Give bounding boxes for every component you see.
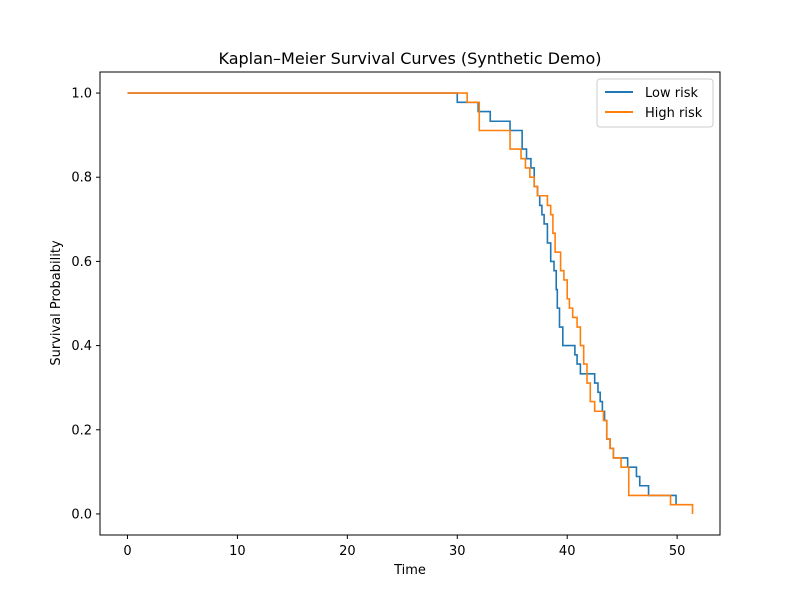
y-tick-label: 0.2 xyxy=(71,423,92,438)
x-axis-ticks: 0 10 20 30 40 50 xyxy=(123,535,685,559)
y-axis-ticks: 0.0 0.2 0.4 0.6 0.8 1.0 xyxy=(71,87,100,522)
chart-title: Kaplan–Meier Survival Curves (Synthetic … xyxy=(218,49,601,68)
x-tick-label: 0 xyxy=(123,544,131,559)
x-tick-label: 30 xyxy=(449,544,466,559)
legend-label-low-risk: Low risk xyxy=(645,86,698,101)
series-line-high-risk xyxy=(127,92,694,514)
y-tick-label: 0.4 xyxy=(71,339,92,354)
x-tick-label: 20 xyxy=(339,544,356,559)
legend: Low risk High risk xyxy=(596,78,714,128)
y-tick-label: 0.8 xyxy=(71,171,92,186)
y-axis-label: Survival Probability xyxy=(49,240,64,366)
y-tick-label: 0.6 xyxy=(71,255,92,270)
x-tick-label: 50 xyxy=(669,544,686,559)
y-tick-label: 0.0 xyxy=(71,507,92,522)
x-tick-label: 40 xyxy=(559,544,576,559)
plot-curves xyxy=(127,92,694,514)
series-line-low-risk xyxy=(127,92,677,505)
legend-label-high-risk: High risk xyxy=(645,106,703,121)
x-axis-label: Time xyxy=(393,563,426,578)
y-tick-label: 1.0 xyxy=(71,87,92,102)
plot-frame xyxy=(99,71,721,536)
x-tick-label: 10 xyxy=(229,544,246,559)
